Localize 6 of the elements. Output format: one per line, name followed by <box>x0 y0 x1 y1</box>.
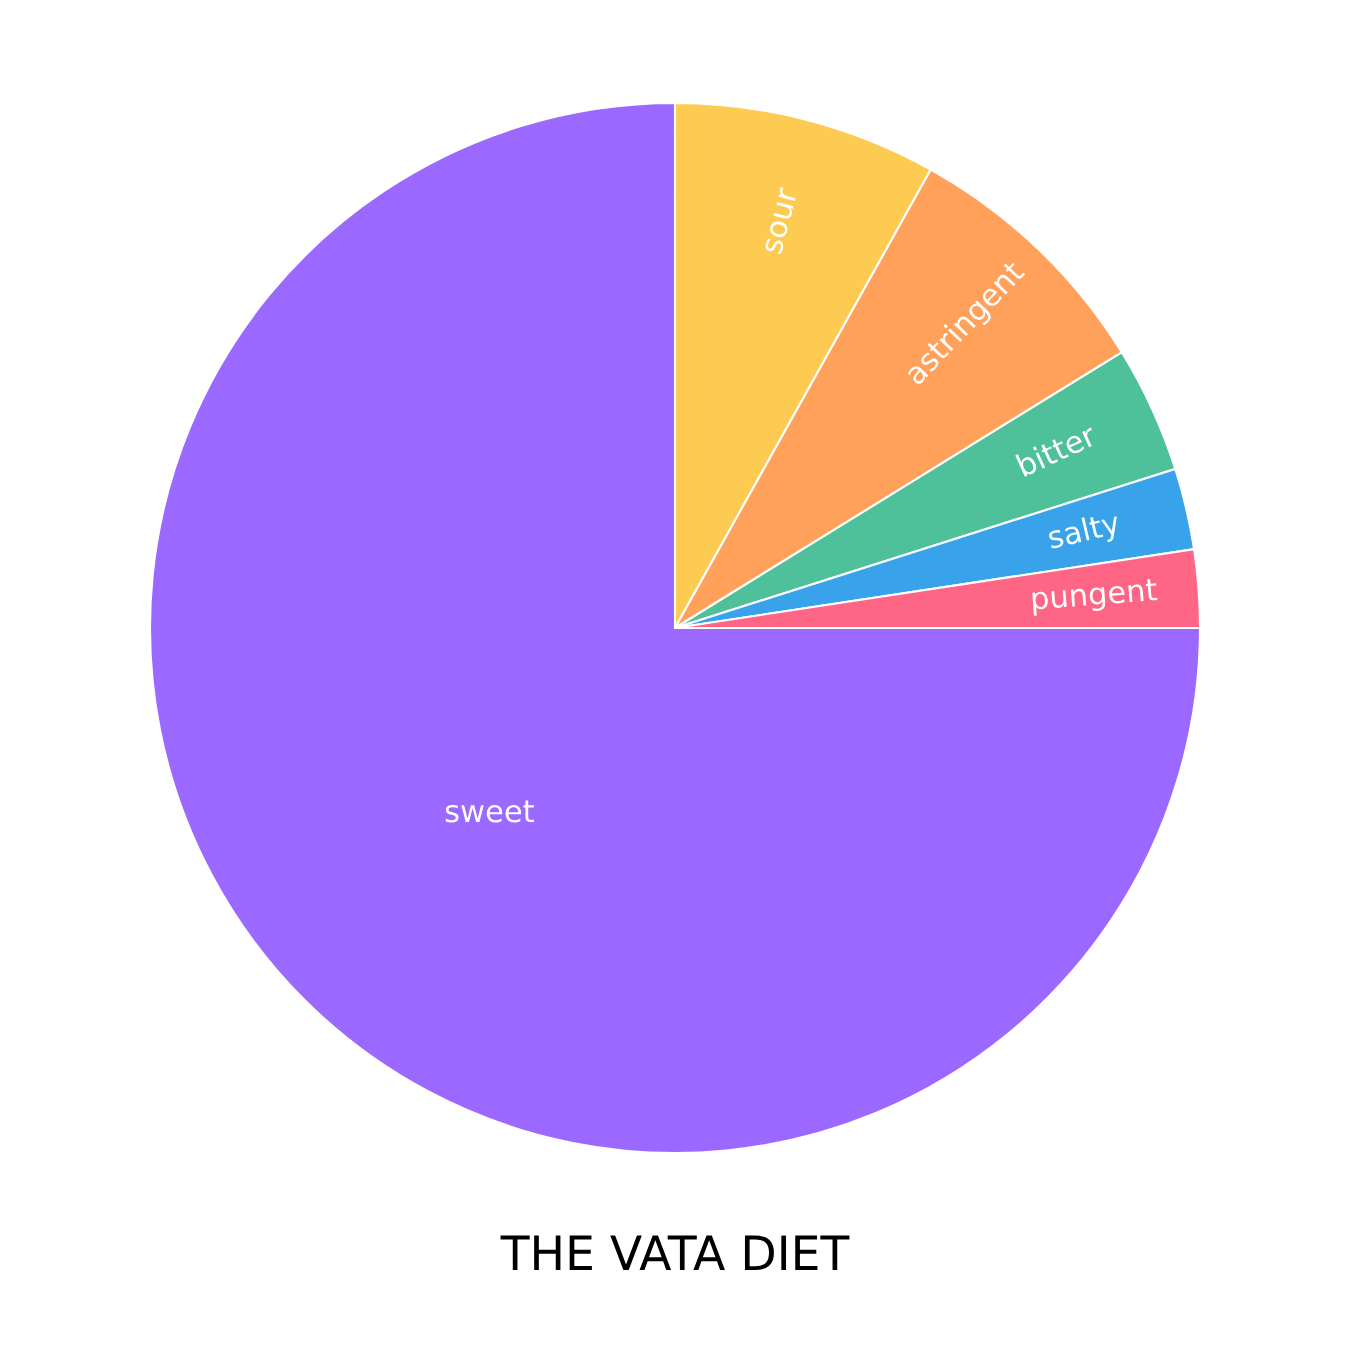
slice-label: bitter <box>1015 421 1099 478</box>
slice-label: salty <box>1046 510 1123 555</box>
slice-label: sweet <box>445 800 534 823</box>
text: THE VATA DIET <box>500 1235 850 1271</box>
slice-label: pungent <box>1031 578 1158 616</box>
slice-label: sour <box>764 187 798 255</box>
